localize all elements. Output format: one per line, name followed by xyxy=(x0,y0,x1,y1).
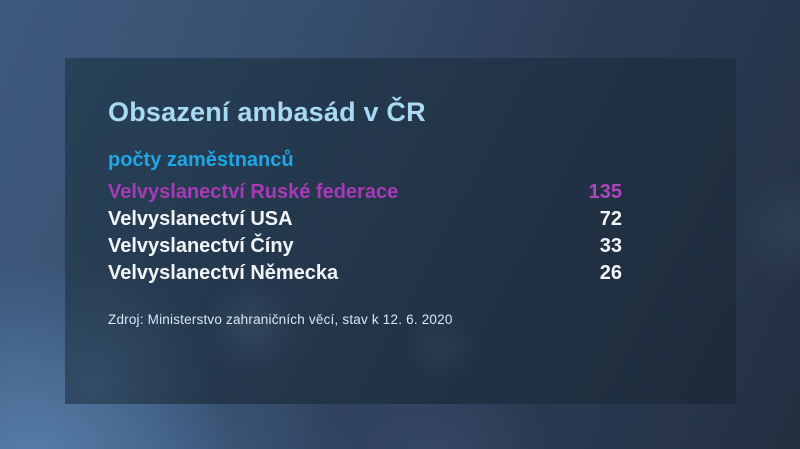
infographic-panel: Obsazení ambasád v ČR počty zaměstnanců … xyxy=(65,58,736,404)
chart-subtitle: počty zaměstnanců xyxy=(108,149,294,171)
row-label: Velvyslanectví Německa xyxy=(108,262,339,284)
source-note: Zdroj: Ministerstvo zahraničních věcí, s… xyxy=(108,312,453,327)
row-value: 72 xyxy=(599,208,622,230)
table-row: Velvyslanectví Číny 33 xyxy=(108,235,622,262)
row-value: 26 xyxy=(599,262,622,284)
data-rows: Velvyslanectví Ruské federace 135 Velvys… xyxy=(108,181,622,289)
row-label: Velvyslanectví Číny xyxy=(108,235,294,257)
row-label: Velvyslanectví USA xyxy=(108,208,293,230)
row-value: 33 xyxy=(599,235,622,257)
table-row: Velvyslanectví USA 72 xyxy=(108,208,622,235)
row-value: 135 xyxy=(588,181,622,203)
chart-title: Obsazení ambasád v ČR xyxy=(108,97,426,127)
table-row: Velvyslanectví Ruské federace 135 xyxy=(108,181,622,208)
table-row: Velvyslanectví Německa 26 xyxy=(108,262,622,289)
row-label: Velvyslanectví Ruské federace xyxy=(108,181,399,203)
